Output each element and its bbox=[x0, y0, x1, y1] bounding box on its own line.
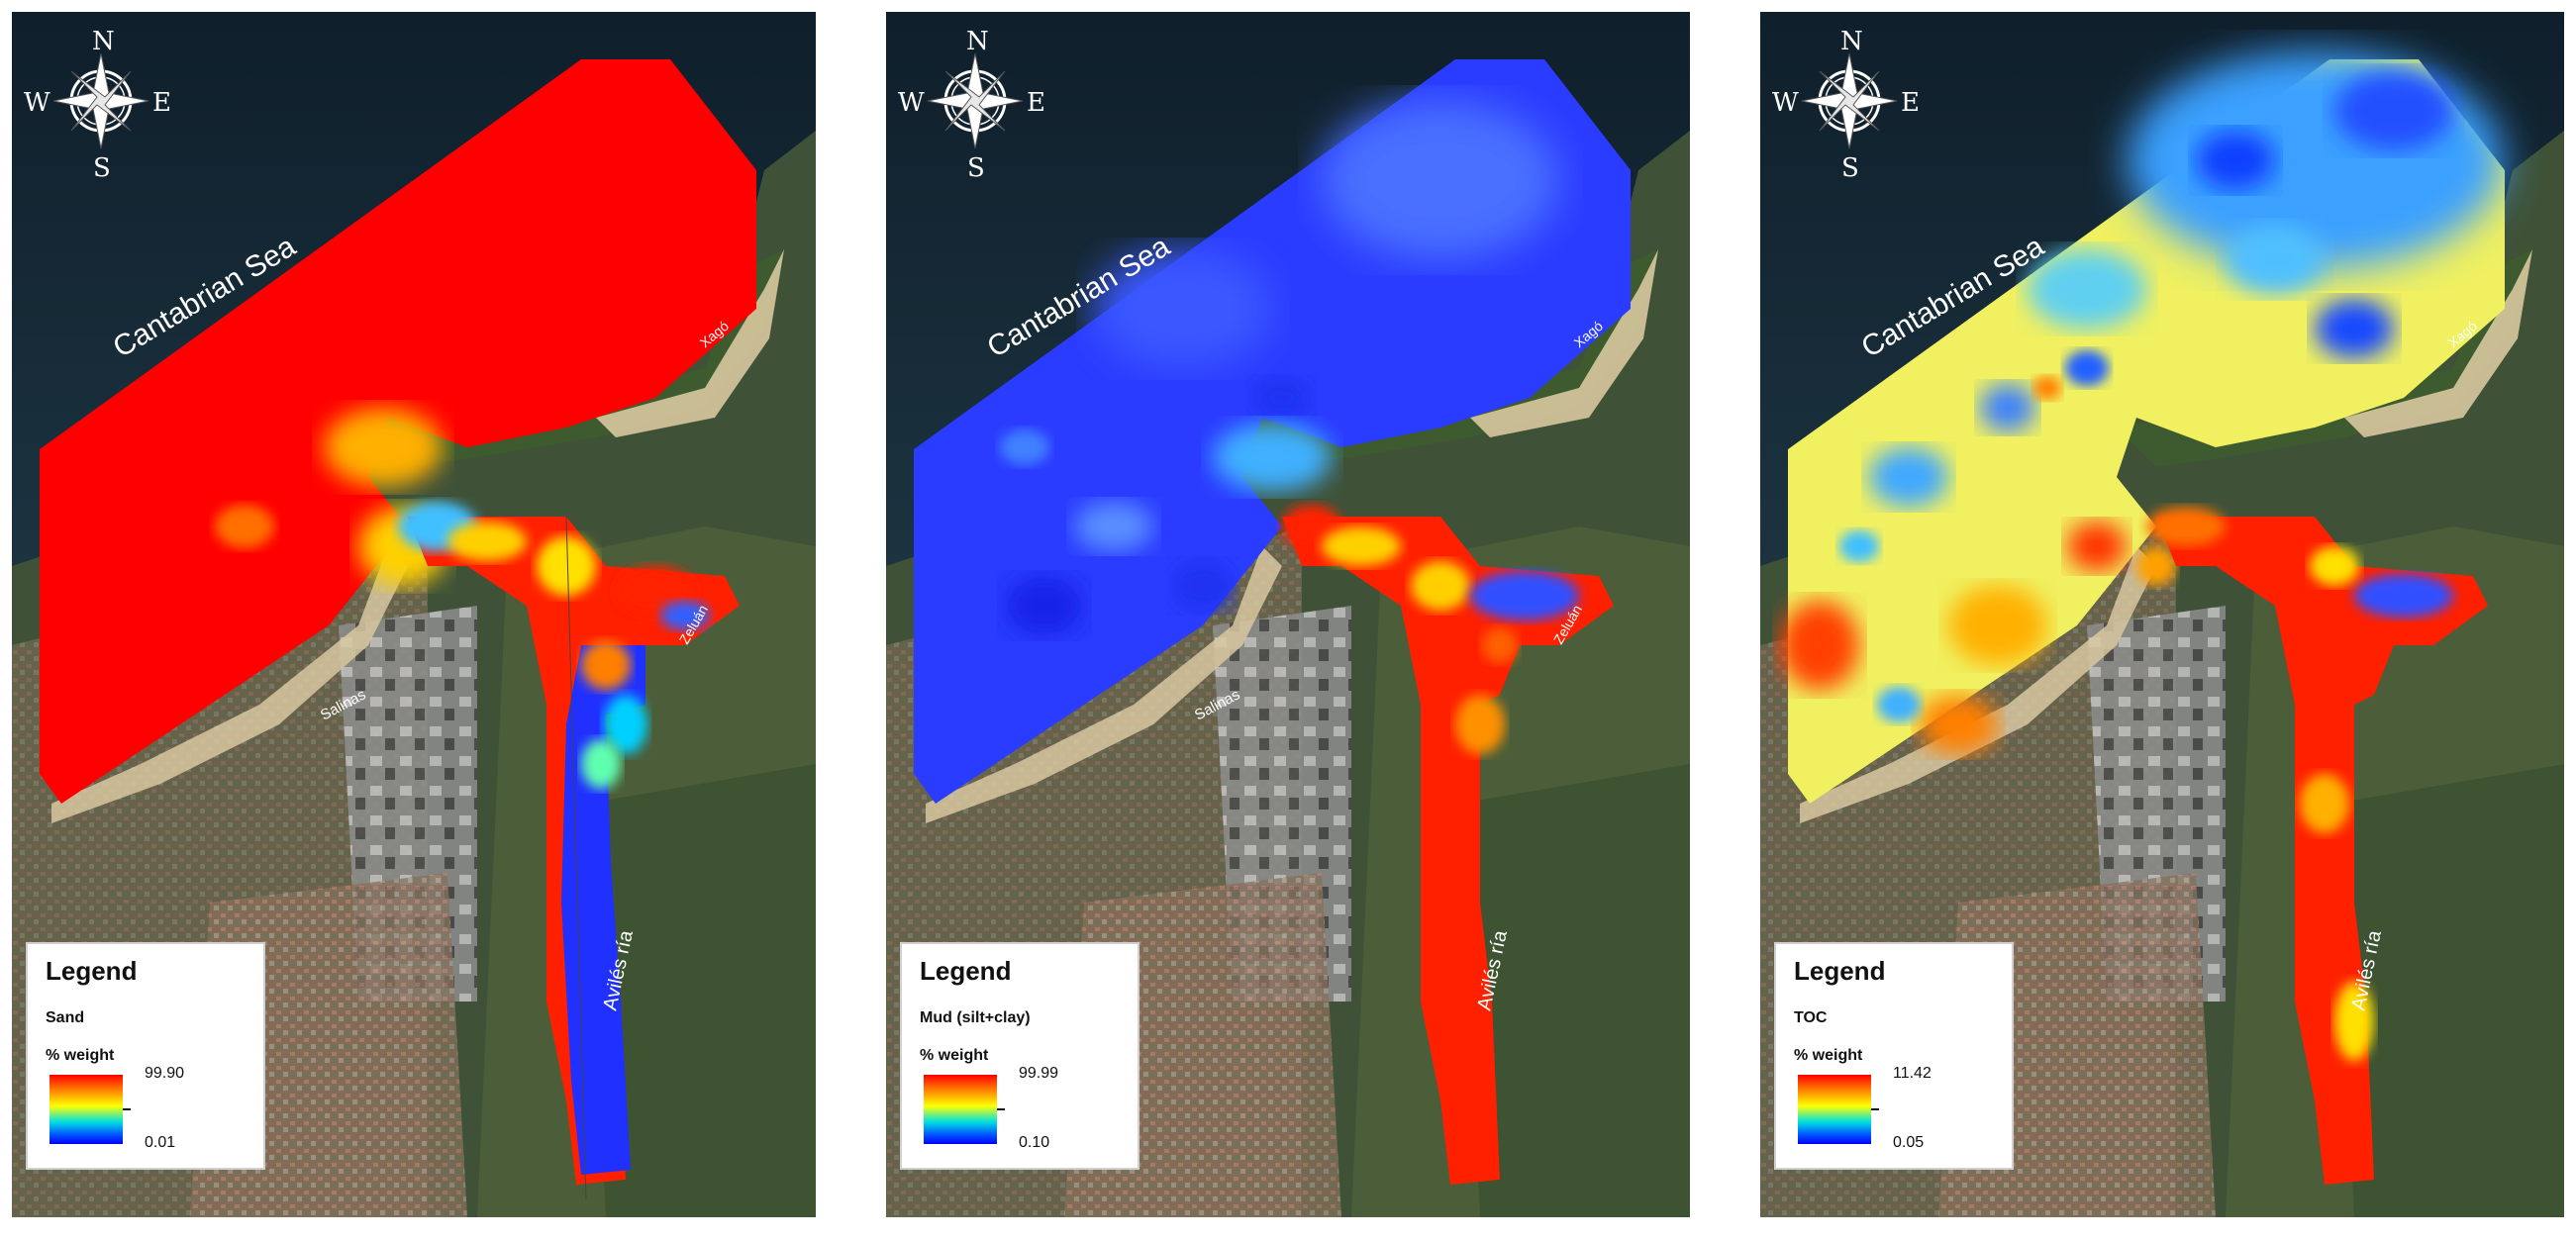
legend-title: Legend bbox=[1794, 956, 1886, 986]
compass-west-label: W bbox=[24, 88, 50, 118]
ramp-mid-tick bbox=[997, 1108, 1005, 1110]
compass-north-label: N bbox=[1840, 27, 1863, 56]
legend-unit: % weight bbox=[920, 1047, 989, 1064]
beach-west bbox=[1800, 546, 2156, 823]
compass-rose: N S E W bbox=[24, 27, 171, 183]
compass-rose: N S E W bbox=[1772, 27, 1920, 183]
beach-east bbox=[1470, 249, 1658, 437]
compass-east-label: E bbox=[1027, 88, 1045, 118]
compass-west-label: W bbox=[898, 88, 925, 118]
color-ramp bbox=[1798, 1075, 1871, 1144]
compass-north-label: N bbox=[92, 27, 115, 56]
legend-sand: Legend Sand % weight 99.90 0.01 bbox=[26, 942, 265, 1170]
compass-west-label: W bbox=[1772, 88, 1799, 118]
legend-min-value: 0.01 bbox=[145, 1134, 176, 1151]
legend-title: Legend bbox=[46, 956, 138, 986]
beach-west bbox=[926, 546, 1282, 823]
compass-east-label: E bbox=[152, 88, 171, 118]
compass-south-label: S bbox=[93, 153, 111, 183]
legend-toc: Legend TOC % weight 11.42 0.05 bbox=[1774, 942, 2014, 1170]
compass-north-label: N bbox=[966, 27, 989, 56]
mud-interpolation-area bbox=[914, 59, 1631, 1185]
compass-south-label: S bbox=[1841, 153, 1859, 183]
compass-rose: N S E W bbox=[898, 27, 1045, 183]
ramp-mid-tick bbox=[123, 1108, 131, 1110]
map-panel-toc: N S E W Cantabrian Sea Xagó Avilés ría L… bbox=[1760, 12, 2564, 1217]
legend-unit: % weight bbox=[1794, 1047, 1863, 1064]
legend-variable: Mud (silt+clay) bbox=[920, 1009, 1031, 1026]
color-ramp bbox=[50, 1075, 123, 1144]
legend-min-value: 0.10 bbox=[1019, 1134, 1050, 1151]
legend-title: Legend bbox=[920, 956, 1012, 986]
beach-west bbox=[51, 546, 408, 823]
legend-max-value: 99.99 bbox=[1019, 1065, 1059, 1082]
beach-east bbox=[2344, 249, 2532, 437]
beach-east bbox=[596, 249, 784, 437]
legend-unit: % weight bbox=[46, 1047, 115, 1064]
legend-max-value: 11.42 bbox=[1893, 1065, 1932, 1082]
legend-max-value: 99.90 bbox=[145, 1065, 185, 1082]
legend-min-value: 0.05 bbox=[1893, 1134, 1925, 1151]
legend-variable: Sand bbox=[46, 1009, 85, 1026]
legend-mud: Legend Mud (silt+clay) % weight 99.99 0.… bbox=[900, 942, 1139, 1170]
map-panel-sand: N S E W Cantabrian Sea Salinas Xagó Zelu… bbox=[12, 12, 816, 1217]
ramp-mid-tick bbox=[1871, 1108, 1879, 1110]
toc-interpolation-area bbox=[1780, 51, 2505, 1185]
legend-variable: TOC bbox=[1794, 1009, 1828, 1026]
sand-interpolation-area bbox=[40, 59, 756, 1185]
map-panel-mud: N S E W Cantabrian Sea Salinas Xagó Zelu… bbox=[886, 12, 1690, 1217]
compass-south-label: S bbox=[967, 153, 985, 183]
color-ramp bbox=[924, 1075, 997, 1144]
map-canvas-toc: N S E W Cantabrian Sea Xagó Avilés ría bbox=[1760, 12, 2564, 1217]
compass-east-label: E bbox=[1901, 88, 1920, 118]
